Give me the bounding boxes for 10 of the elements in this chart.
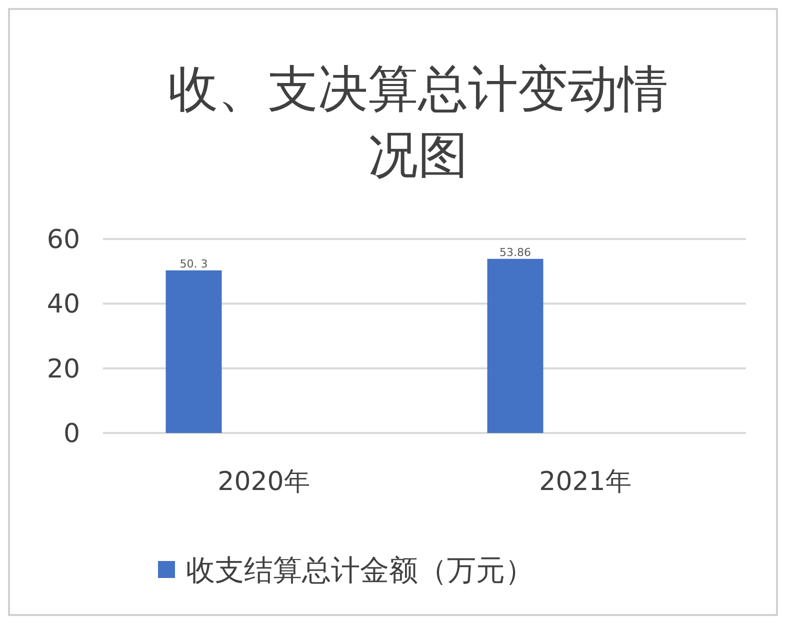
chart-title: 收、支决算总计变动情况图 [168, 60, 668, 184]
x-tick-label: 2020年 [218, 467, 310, 497]
y-tick-label: 40 [46, 290, 80, 320]
y-tick-label: 60 [46, 225, 80, 255]
legend-label: 收支结算总计金额（万元） [186, 553, 534, 587]
y-tick-label: 0 [63, 419, 80, 449]
data-label: 50. 3 [180, 257, 208, 270]
x-tick-label: 2021年 [539, 467, 632, 497]
y-tick-label: 20 [46, 354, 80, 384]
data-label: 53.86 [500, 246, 531, 259]
